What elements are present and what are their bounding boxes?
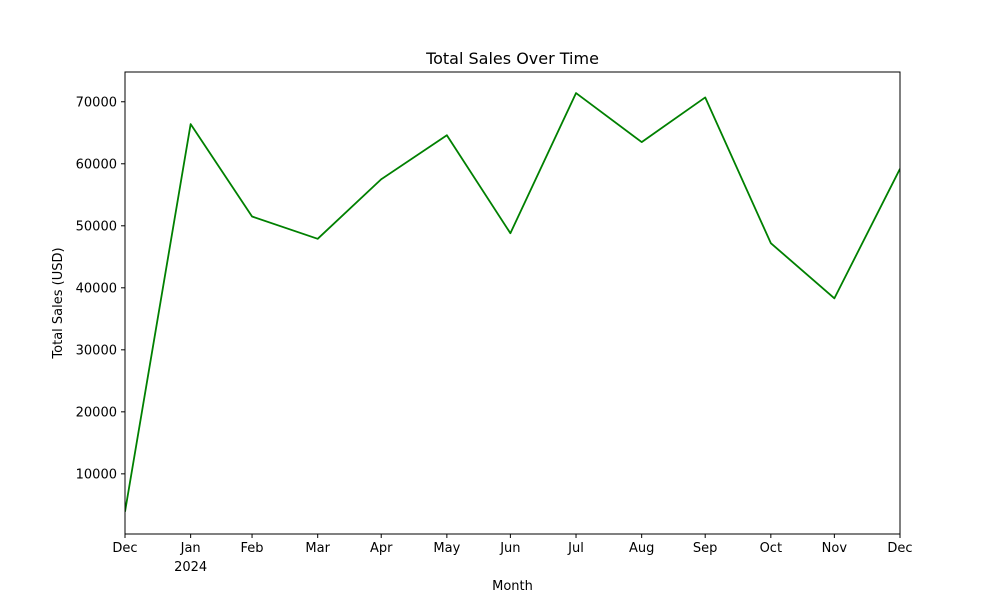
axes: 10000 20000 30000 40000 50000 60000 70000 Dec Ja… xyxy=(76,71,913,575)
x-tick-label: Jul xyxy=(567,541,584,556)
x-tick-label: May xyxy=(433,541,460,556)
y-tick-label: 60000 xyxy=(76,157,117,172)
x-tick-label: Jan xyxy=(180,541,201,556)
plot-area xyxy=(125,92,900,512)
x-tick-label: Sep xyxy=(693,541,718,556)
y-tick-label: 20000 xyxy=(76,405,117,420)
x-tick-label: Feb xyxy=(241,541,264,556)
x-tick-label: Mar xyxy=(305,541,330,556)
y-tick-label: 70000 xyxy=(76,95,117,110)
plot-frame xyxy=(124,71,901,535)
series-line-0 xyxy=(125,92,900,512)
x-tick-label: Aug xyxy=(629,541,654,556)
x-tick-label: Dec xyxy=(887,541,912,556)
x-axis-label: Month xyxy=(492,579,533,594)
y-axis-label: Total Sales (USD) xyxy=(51,247,66,359)
chart-title: Total Sales Over Time xyxy=(425,49,599,68)
x-tick-label: Oct xyxy=(760,541,782,556)
x-tick-label: Jun xyxy=(499,541,520,556)
y-tick-label: 40000 xyxy=(76,281,117,296)
y-tick-label: 30000 xyxy=(76,343,117,358)
x-tick-year-label: 2024 xyxy=(174,560,207,575)
x-tick-label: Apr xyxy=(370,541,393,556)
y-tick-label: 10000 xyxy=(76,467,117,482)
y-tick-label: 50000 xyxy=(76,219,117,234)
x-tick-label: Nov xyxy=(822,541,848,556)
x-tick-label: Dec xyxy=(112,541,137,556)
